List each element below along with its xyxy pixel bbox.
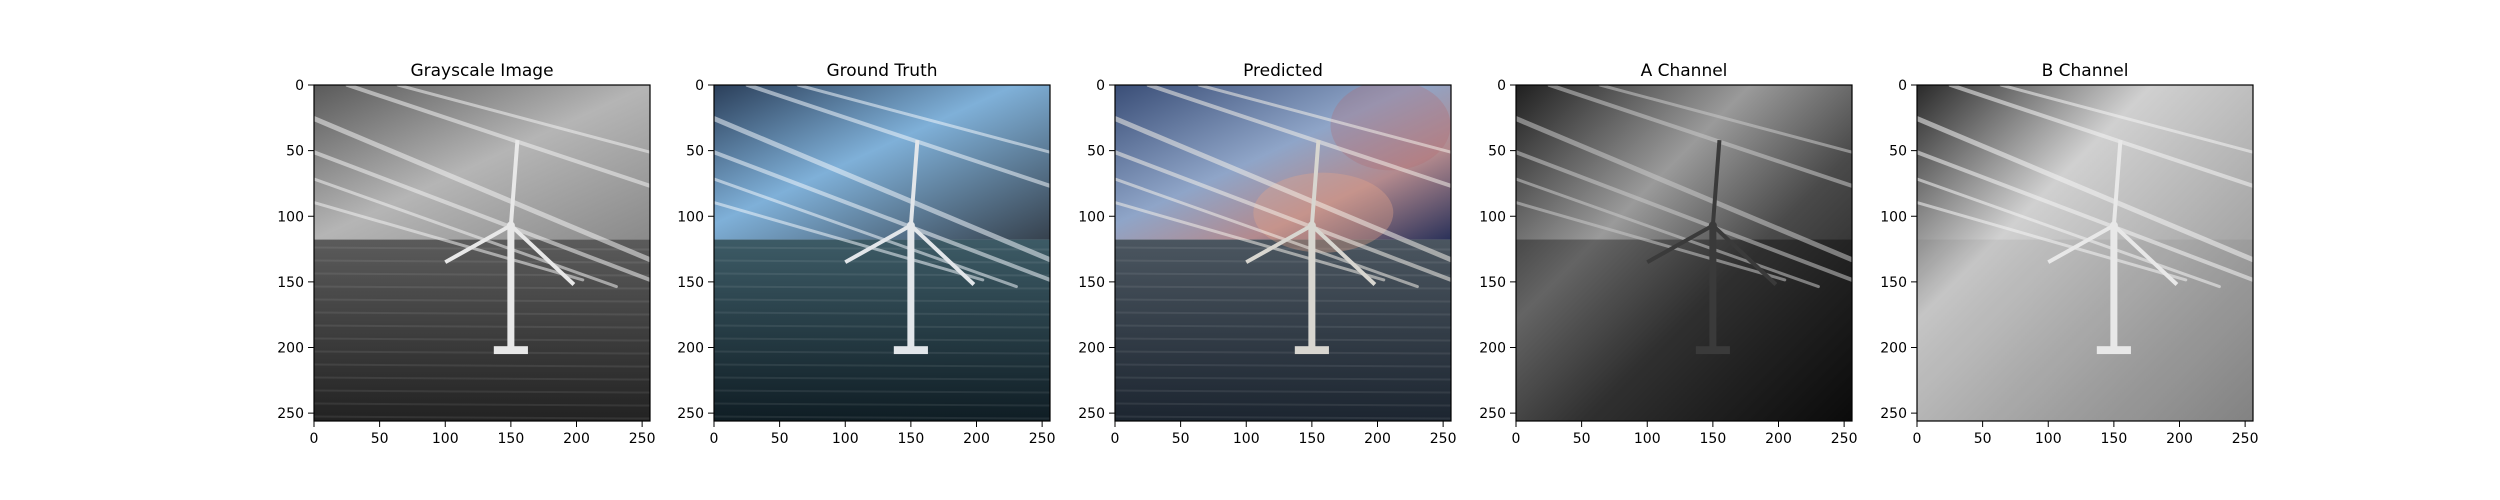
x-tick-label: 50 xyxy=(1172,431,1190,447)
x-tick-label: 0 xyxy=(1512,431,1521,447)
x-tick-label: 200 xyxy=(1765,431,1792,447)
x-tick-label: 100 xyxy=(432,431,459,447)
y-tick-label: 0 xyxy=(1497,78,1506,94)
y-tick-label: 0 xyxy=(1898,78,1907,94)
panel-pred: Predicted 0 0 50 50 100 100 150 150 200 200 250 250 xyxy=(1078,61,1456,447)
x-tick-label: 200 xyxy=(2166,431,2193,447)
x-tick-label: 150 xyxy=(1299,431,1326,447)
y-tick-label: 250 xyxy=(277,406,304,422)
x-tick-label: 150 xyxy=(898,431,925,447)
panel-truth: Ground Truth 0 0 50 50 100 100 150 150 200 200 250 2… xyxy=(677,61,1055,447)
x-tick-label: 200 xyxy=(963,431,990,447)
panel-bchan: B Channel 0 0 50 50 100 100 150 150 200 200 250 250 xyxy=(1880,61,2258,447)
wind-turbine-photo-predicted xyxy=(1115,85,1451,421)
x-tick-label: 50 xyxy=(771,431,789,447)
y-tick-label: 200 xyxy=(677,341,704,357)
y-tick-label: 150 xyxy=(1078,275,1105,291)
wind-turbine-photo-color xyxy=(714,85,1050,421)
x-tick-label: 250 xyxy=(1029,431,1056,447)
x-tick-label: 0 xyxy=(310,431,319,447)
x-tick-label: 150 xyxy=(1700,431,1727,447)
x-tick-label: 250 xyxy=(1831,431,1858,447)
x-tick-label: 100 xyxy=(1233,431,1260,447)
y-tick-label: 0 xyxy=(295,78,304,94)
panel-title: Ground Truth xyxy=(826,61,937,81)
y-tick-label: 150 xyxy=(677,275,704,291)
panel-achan: A Channel 0 0 50 50 100 100 150 150 200 200 250 250 xyxy=(1479,61,1857,447)
x-tick-label: 50 xyxy=(371,431,389,447)
y-tick-label: 150 xyxy=(1479,275,1506,291)
x-tick-label: 50 xyxy=(1573,431,1591,447)
y-tick-label: 250 xyxy=(1479,406,1506,422)
b-channel-map xyxy=(1917,85,2253,421)
y-tick-label: 200 xyxy=(1078,341,1105,357)
y-tick-label: 200 xyxy=(277,341,304,357)
x-tick-label: 250 xyxy=(2232,431,2259,447)
y-tick-label: 250 xyxy=(1078,406,1105,422)
y-tick-label: 0 xyxy=(695,78,704,94)
x-tick-label: 150 xyxy=(498,431,525,447)
y-tick-label: 0 xyxy=(1096,78,1105,94)
y-tick-label: 100 xyxy=(677,209,704,225)
panel-title: B Channel xyxy=(2042,61,2129,81)
y-tick-label: 200 xyxy=(1479,341,1506,357)
y-tick-label: 250 xyxy=(1880,406,1907,422)
y-tick-label: 100 xyxy=(1479,209,1506,225)
x-tick-label: 0 xyxy=(710,431,719,447)
y-tick-label: 150 xyxy=(1880,275,1907,291)
panel-title: Grayscale Image xyxy=(410,61,553,81)
a-channel-map xyxy=(1516,85,1852,421)
x-tick-label: 250 xyxy=(1430,431,1457,447)
y-tick-label: 250 xyxy=(677,406,704,422)
y-tick-label: 50 xyxy=(1488,144,1506,160)
panel-title: A Channel xyxy=(1641,61,1728,81)
x-tick-label: 100 xyxy=(832,431,859,447)
x-tick-label: 50 xyxy=(1974,431,1992,447)
x-tick-label: 250 xyxy=(629,431,656,447)
x-tick-label: 100 xyxy=(2035,431,2062,447)
x-tick-label: 0 xyxy=(1111,431,1120,447)
y-tick-label: 100 xyxy=(1880,209,1907,225)
x-tick-label: 150 xyxy=(2101,431,2128,447)
y-tick-label: 100 xyxy=(277,209,304,225)
y-tick-label: 50 xyxy=(686,144,704,160)
wind-turbine-photo-grayscale xyxy=(314,85,650,421)
panel-title: Predicted xyxy=(1243,61,1323,81)
y-tick-label: 50 xyxy=(286,144,304,160)
x-tick-label: 0 xyxy=(1913,431,1922,447)
y-tick-label: 50 xyxy=(1087,144,1105,160)
y-tick-label: 100 xyxy=(1078,209,1105,225)
y-tick-label: 200 xyxy=(1880,341,1907,357)
x-tick-label: 100 xyxy=(1634,431,1661,447)
y-tick-label: 50 xyxy=(1889,144,1907,160)
y-tick-label: 150 xyxy=(277,275,304,291)
x-tick-label: 200 xyxy=(563,431,590,447)
x-tick-label: 200 xyxy=(1364,431,1391,447)
panel-gray: Grayscale Image 0 0 50 50 100 100 150 150 200 200 2… xyxy=(277,61,655,447)
